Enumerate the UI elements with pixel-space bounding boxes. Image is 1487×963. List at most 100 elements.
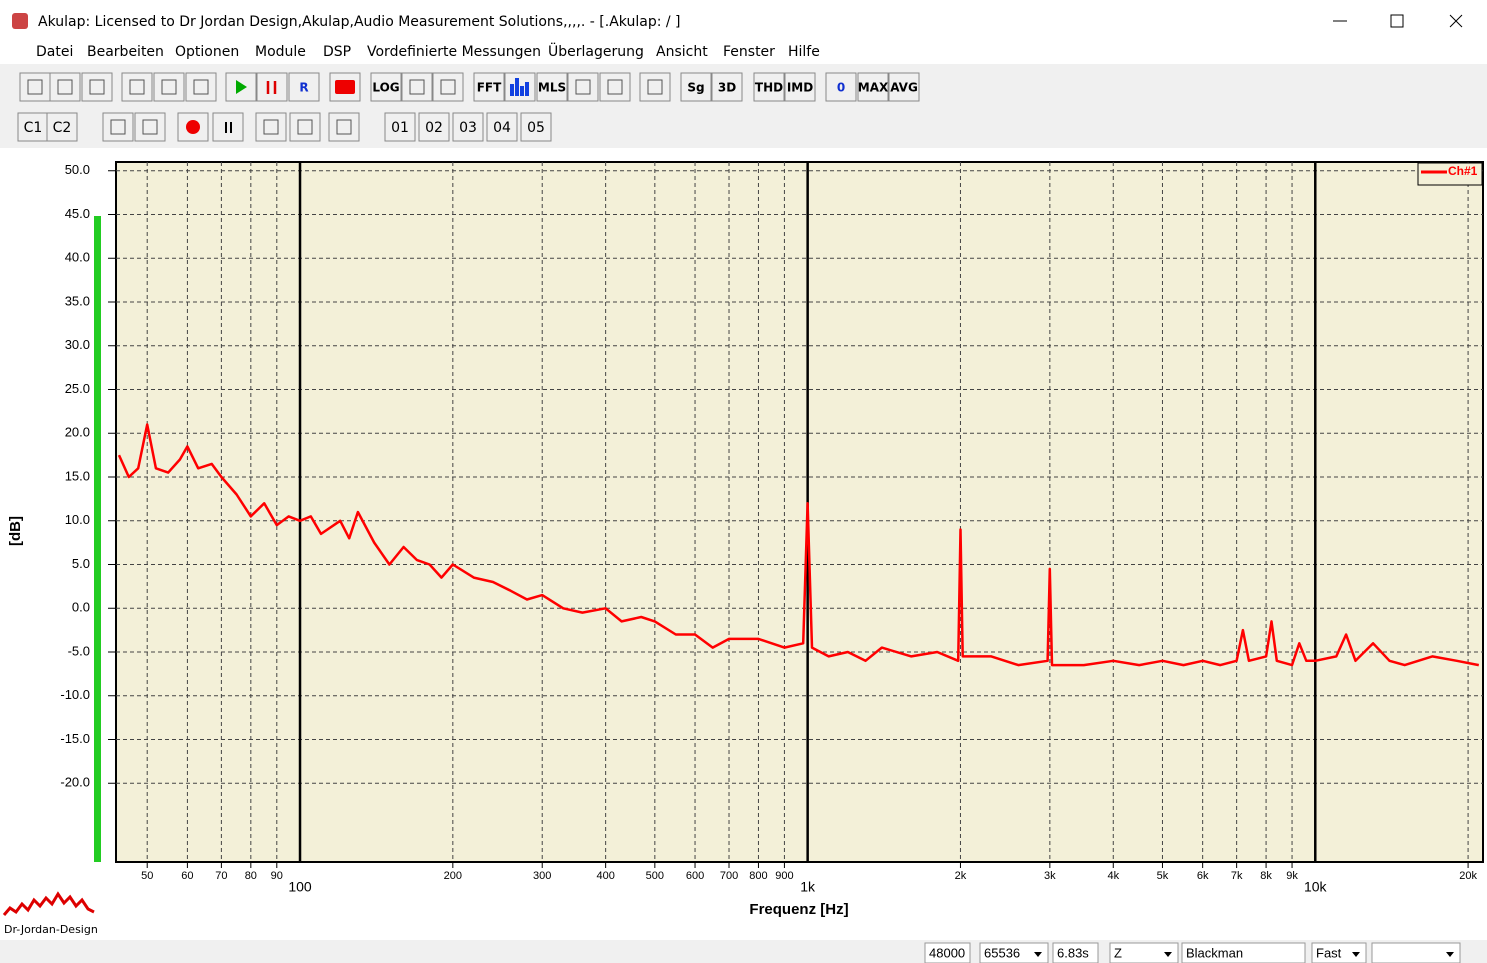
menu-item[interactable]: Module	[255, 44, 306, 60]
toolbar-button[interactable]	[19, 72, 51, 102]
toolbar-button[interactable]	[536, 72, 568, 102]
x-tick-label: 5k	[1157, 870, 1169, 882]
toolbar-label: THD	[755, 81, 783, 95]
x-tick-label: 900	[775, 870, 793, 882]
y-tick-label: 5.0	[72, 556, 90, 571]
toolbar-icon	[161, 79, 177, 95]
toolbar-button[interactable]	[121, 72, 153, 102]
y-tick-label: 25.0	[65, 381, 90, 396]
toolbar-button[interactable]	[567, 72, 599, 102]
toolbar-button[interactable]	[753, 72, 785, 102]
toolbar-label: FFT	[477, 81, 502, 95]
status-field[interactable]	[979, 942, 1049, 963]
toolbar-button[interactable]	[452, 112, 484, 142]
toolbar-icon	[193, 79, 209, 95]
menu-item[interactable]: Vordefinierte Messungen	[367, 44, 541, 60]
toolbar-label: AVG	[890, 81, 918, 95]
logo-text: Dr-Jordan-Design	[4, 923, 98, 936]
toolbar-button[interactable]	[256, 72, 288, 102]
toolbar-label: Sg	[687, 81, 704, 95]
toolbar-button[interactable]	[49, 72, 81, 102]
toolbar-button[interactable]	[680, 72, 712, 102]
toolbar-button[interactable]	[888, 72, 920, 102]
toolbar-button[interactable]	[212, 112, 244, 142]
toolbar-button[interactable]	[289, 112, 321, 142]
toolbar-button[interactable]	[153, 72, 185, 102]
status-field[interactable]	[1109, 942, 1179, 963]
toolbar-button[interactable]	[370, 72, 402, 102]
toolbar-button[interactable]	[288, 72, 320, 102]
y-tick-label: 50.0	[65, 162, 90, 177]
toolbar-button[interactable]	[418, 112, 450, 142]
toolbar-button[interactable]	[639, 72, 671, 102]
x-tick-label: 20k	[1459, 870, 1477, 882]
menu-item[interactable]: Überlagerung	[548, 42, 644, 60]
toolbar-button[interactable]	[401, 72, 433, 102]
menu-item[interactable]: Ansicht	[656, 44, 708, 60]
toolbar-button[interactable]	[599, 72, 631, 102]
menu-item[interactable]: Optionen	[175, 44, 239, 60]
x-tick-label: 90	[271, 870, 283, 882]
toolbar-icon	[89, 79, 105, 95]
toolbar-label: MAX	[858, 81, 889, 95]
toolbar-button[interactable]	[328, 112, 360, 142]
dropdown-arrow	[1034, 952, 1042, 957]
spectrum-icon	[510, 78, 529, 96]
x-tick-label: 4k	[1107, 870, 1119, 882]
x-tick-label: 400	[596, 870, 614, 882]
toolbar-button[interactable]	[520, 112, 552, 142]
close-button[interactable]	[1449, 14, 1463, 28]
record-icon	[186, 120, 200, 134]
toolbar-label: MLS	[538, 81, 566, 95]
toolbar-button[interactable]	[134, 112, 166, 142]
toolbar-button[interactable]	[473, 72, 505, 102]
status-field[interactable]	[1311, 942, 1367, 963]
toolbar-button[interactable]	[486, 112, 518, 142]
y-tick-label: -15.0	[60, 731, 90, 746]
plot-area	[115, 161, 1484, 863]
menu-item[interactable]: DSP	[323, 44, 351, 60]
toolbar-button[interactable]	[185, 72, 217, 102]
toolbar-label: 02	[425, 120, 443, 136]
toolbar-label: 3D	[718, 81, 736, 95]
menu-item[interactable]: Hilfe	[788, 44, 820, 60]
x-tick-label: 80	[245, 870, 257, 882]
y-tick-label: 0.0	[72, 600, 90, 615]
toolbar-button[interactable]	[255, 112, 287, 142]
x-tick-label: 500	[646, 870, 664, 882]
toolbar-icon	[440, 79, 456, 95]
toolbar-icon	[297, 119, 313, 135]
y-tick-label: 10.0	[65, 512, 90, 527]
toolbar-button[interactable]	[81, 72, 113, 102]
toolbar-icon	[647, 79, 663, 95]
window-title: Akulap: Licensed to Dr Jordan Design,Aku…	[38, 14, 681, 30]
y-tick-label: -20.0	[60, 775, 90, 790]
toolbar-button[interactable]	[711, 72, 743, 102]
y-tick-label: 35.0	[65, 293, 90, 308]
toolbar-label: R	[299, 81, 308, 95]
status-field	[1052, 942, 1099, 963]
menu-item[interactable]: Fenster	[723, 44, 775, 60]
status-value: Fast	[1316, 945, 1342, 960]
status-value: Z	[1114, 945, 1122, 960]
status-field	[924, 942, 971, 963]
dropdown-arrow	[1164, 952, 1172, 957]
x-tick-label: 9k	[1286, 870, 1298, 882]
menu-item[interactable]: Datei	[36, 44, 73, 60]
toolbar-button[interactable]	[46, 112, 78, 142]
x-tick-label: 8k	[1260, 870, 1272, 882]
toolbar-icon	[409, 79, 425, 95]
toolbar-button[interactable]	[784, 72, 816, 102]
toolbar-button[interactable]	[102, 112, 134, 142]
toolbar-button[interactable]	[825, 72, 857, 102]
status-field[interactable]	[1371, 942, 1461, 963]
menu-item[interactable]: Bearbeiten	[87, 44, 164, 60]
maximize-button[interactable]	[1390, 14, 1404, 28]
toolbar-button[interactable]	[857, 72, 889, 102]
toolbar-button[interactable]	[432, 72, 464, 102]
toolbar-button[interactable]	[384, 112, 416, 142]
toolbar-button[interactable]	[17, 112, 49, 142]
x-tick-label: 50	[141, 870, 153, 882]
toolbar-label: IMD	[787, 81, 813, 95]
